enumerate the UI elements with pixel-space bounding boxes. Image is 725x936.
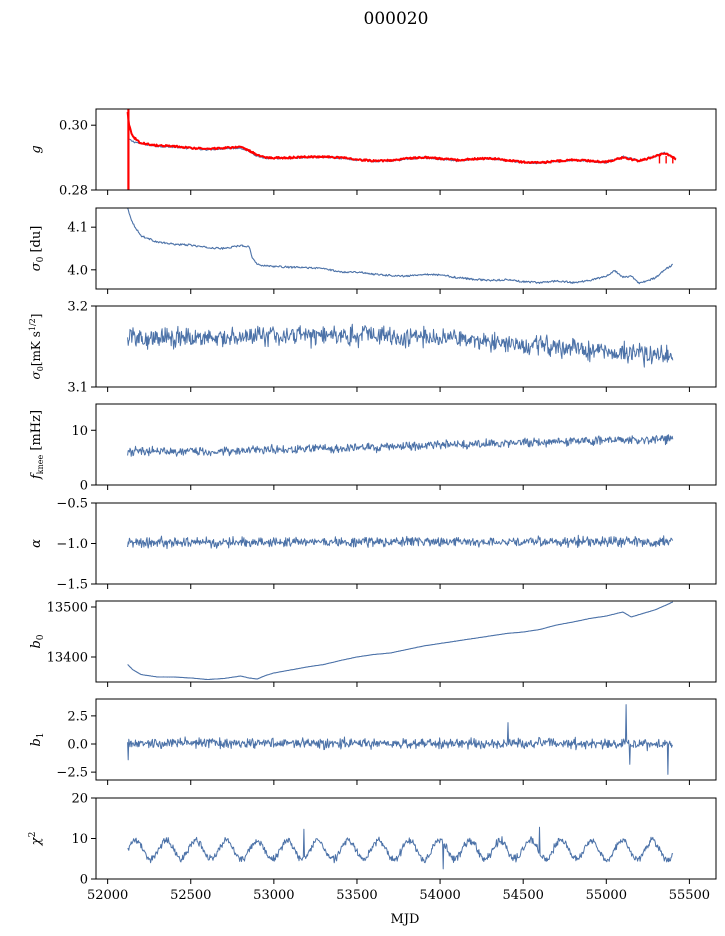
plot-area-b0	[127, 601, 674, 681]
figure-title: 000020	[364, 9, 429, 29]
panel-b0: 13400 13500 b0	[29, 600, 717, 687]
plot-area-fknee	[127, 434, 674, 457]
panel-fknee: 0 10 fknee [mHz]	[29, 403, 717, 494]
x-tick-label: 54500	[503, 888, 544, 903]
series-line-b1	[127, 704, 673, 775]
y-tick-label-sigma0_mk: 3.1	[67, 381, 88, 396]
axes-frame-b0	[95, 600, 717, 683]
y-axis-label-alpha: α	[29, 539, 44, 548]
x-tick-label: 54000	[419, 888, 460, 903]
y-tick-label-b1: −2.5	[56, 766, 88, 781]
y-axis-label-sigma0_mk: σ0[mK s1/2]	[28, 314, 45, 380]
y-tick-label-fknee: 0	[80, 479, 88, 494]
panels: 0.28 0.30 g 4.0 4.1 σ0 [du] 3.1 3.2 σ0[mK s1/2] 0…	[28, 108, 717, 903]
plot-area-sigma0_du	[127, 208, 673, 285]
y-tick-label-chi2: 0	[80, 873, 88, 888]
x-tick-label: 55500	[669, 888, 710, 903]
y-tick-label-sigma0_mk: 3.2	[67, 300, 88, 315]
series-line-sigma0_du-0	[127, 208, 673, 285]
panel-alpha: −1.5 −1.0 −0.5 α	[29, 497, 717, 593]
y-tick-label-sigma0_du: 4.0	[67, 263, 88, 278]
y-tick-label-chi2: 20	[71, 792, 88, 807]
y-tick-label-gain: 0.28	[59, 184, 88, 199]
plot-area-gain	[126, 109, 677, 190]
y-axis-label-gain: g	[29, 145, 44, 153]
y-tick-label-b1: 0.0	[67, 738, 88, 753]
x-tick-label: 53000	[253, 888, 294, 903]
axes-frame-sigma0_mk	[95, 305, 717, 388]
y-axis-label-fknee: fknee [mHz]	[29, 410, 45, 480]
y-axis-label-sigma0_du: σ0 [du]	[29, 226, 46, 272]
axes-frame-fknee	[95, 403, 717, 486]
panel-gain: 0.28 0.30 g	[29, 108, 717, 199]
y-tick-label-chi2: 10	[71, 832, 88, 847]
plot-area-b1	[127, 704, 673, 775]
plot-area-chi2	[127, 826, 674, 870]
axes-frame-gain	[95, 108, 717, 191]
axes-frame-sigma0_du	[95, 207, 717, 290]
x-axis-label: MJD	[391, 912, 420, 927]
series-line-chi2	[127, 826, 674, 870]
y-tick-label-alpha: −1.0	[56, 537, 88, 552]
panel-sigma0_mk: 3.1 3.2 σ0[mK s1/2]	[28, 300, 717, 396]
panel-chi2: 0 10 20 52000 52500 53000 53500 54000 54500 55000…	[28, 792, 717, 903]
plot-area-sigma0_mk	[127, 323, 674, 368]
y-tick-label-sigma0_du: 4.1	[67, 221, 88, 236]
series-line-fknee	[127, 434, 674, 457]
y-axis-label-chi2: χ2	[28, 832, 44, 847]
x-tick-label: 52000	[87, 888, 128, 903]
y-tick-label-gain: 0.30	[59, 119, 88, 134]
y-tick-label-b0: 13400	[47, 651, 88, 666]
y-axis-label-b1: b1	[29, 732, 46, 746]
panel-b1: −2.5 0.0 2.5 b1	[29, 698, 717, 785]
x-tick-label: 52500	[170, 888, 211, 903]
y-tick-label-fknee: 10	[71, 424, 88, 439]
series-line-gain-1	[126, 111, 677, 165]
y-tick-label-alpha: −0.5	[56, 497, 88, 512]
x-tick-label: 53500	[336, 888, 377, 903]
y-tick-label-alpha: −1.5	[56, 578, 88, 593]
plot-area-alpha	[127, 534, 674, 550]
y-tick-label-b0: 13500	[47, 601, 88, 616]
x-tick-label: 55000	[586, 888, 627, 903]
y-axis-label-b0: b0	[29, 634, 46, 648]
series-line-sigma0_mk	[127, 323, 674, 368]
series-line-alpha	[127, 534, 674, 550]
axes-frame-b1	[95, 698, 717, 781]
series-line-b0-0	[127, 601, 674, 681]
y-tick-label-b1: 2.5	[67, 709, 88, 724]
panel-sigma0_du: 4.0 4.1 σ0 [du]	[29, 207, 717, 294]
